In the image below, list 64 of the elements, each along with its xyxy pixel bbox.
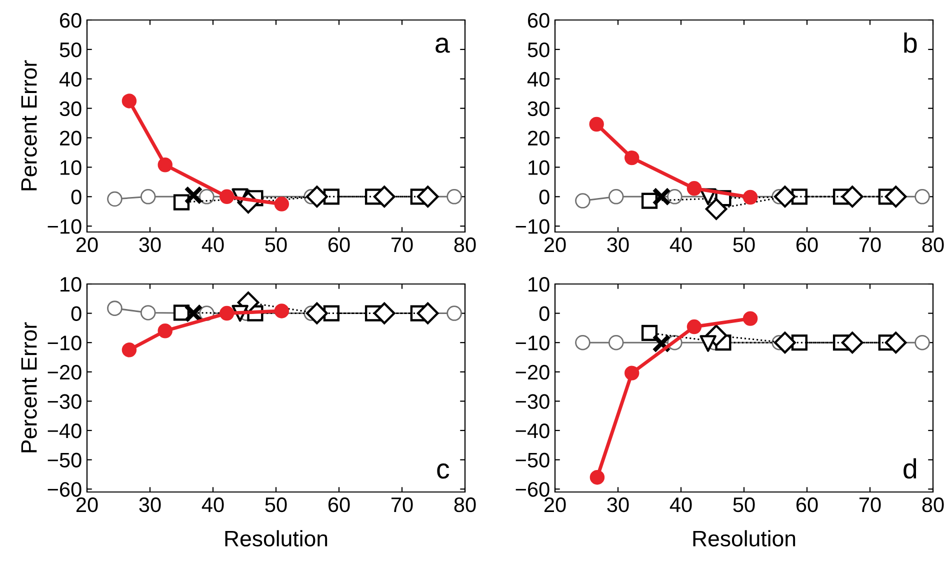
x-tick-label: 40: [202, 237, 224, 252]
x-tick-label: 50: [733, 497, 755, 512]
y-tick-label: 10: [528, 277, 550, 292]
y-tick-label: 50: [60, 42, 82, 58]
y-tick-label: −10: [516, 219, 550, 234]
x-tick-label: 30: [607, 237, 629, 252]
y-tick-label: −30: [516, 394, 550, 409]
x-tick-label: 60: [328, 237, 350, 252]
x-tick-label: 40: [202, 497, 224, 512]
y-tick-label: 20: [60, 130, 82, 146]
y-tick-label: 0: [71, 306, 82, 322]
y-tick-label: −40: [48, 423, 82, 438]
annotation: a: [436, 38, 450, 53]
y-tick-label: −20: [48, 364, 82, 380]
x-tick-label: 50: [265, 497, 287, 512]
x-tick-label: 30: [607, 497, 629, 512]
x-tick-label: 50: [265, 237, 287, 252]
annotation: c: [437, 463, 450, 479]
y-tick-label: 40: [527, 72, 550, 87]
y-axis-title: Percent Error: [21, 322, 37, 452]
y-tick-label: 30: [528, 101, 550, 116]
x-tick-label: 40: [670, 497, 692, 512]
annotation: d: [904, 458, 916, 479]
y-tick-label: 10: [60, 277, 82, 292]
y-axis-title: Percent Error: [21, 60, 37, 190]
x-tick-label: 80: [922, 497, 944, 512]
x-tick-label: 80: [922, 237, 944, 252]
y-tick-label: −10: [516, 336, 550, 350]
y-tick-label: 60: [528, 13, 550, 28]
y-tick-label: 30: [60, 101, 82, 116]
x-tick-label: 60: [796, 237, 818, 252]
y-tick-label: 20: [528, 130, 550, 146]
y-tick-label: 40: [59, 72, 82, 87]
x-tick-label: 80: [454, 497, 476, 512]
y-tick-label: 10: [60, 160, 82, 175]
x-tick-label: 60: [796, 497, 818, 512]
y-tick-label: 10: [528, 160, 550, 175]
x-tick-label: 30: [139, 237, 161, 252]
x-tick-label: 70: [859, 497, 881, 512]
y-tick-label: −10: [48, 336, 82, 350]
x-tick-label: 40: [670, 237, 692, 252]
y-tick-label: −40: [516, 423, 550, 438]
y-tick-label: −50: [516, 452, 550, 468]
y-tick-label: −30: [48, 394, 82, 409]
y-tick-label: 50: [528, 42, 550, 58]
x-tick-label: 30: [139, 497, 161, 512]
y-tick-label: 0: [71, 190, 82, 204]
y-tick-label: −20: [516, 364, 550, 380]
x-tick-label: 70: [391, 237, 413, 252]
y-tick-label: −60: [48, 482, 82, 497]
x-tick-label: 50: [733, 237, 755, 252]
y-tick-label: 0: [539, 306, 550, 322]
y-tick-label: 0: [539, 190, 550, 204]
x-tick-label: 70: [391, 497, 413, 512]
y-tick-label: −10: [48, 219, 82, 234]
y-tick-label: −60: [516, 482, 550, 497]
x-tick-label: 80: [454, 237, 476, 252]
x-axis-title: Resolution: [693, 530, 796, 546]
x-tick-label: 60: [328, 497, 350, 512]
annotation: b: [904, 32, 917, 53]
x-tick-label: 70: [859, 237, 881, 252]
x-axis-title: Resolution: [225, 530, 328, 546]
y-tick-label: −50: [48, 452, 82, 468]
y-tick-label: 60: [60, 13, 82, 28]
